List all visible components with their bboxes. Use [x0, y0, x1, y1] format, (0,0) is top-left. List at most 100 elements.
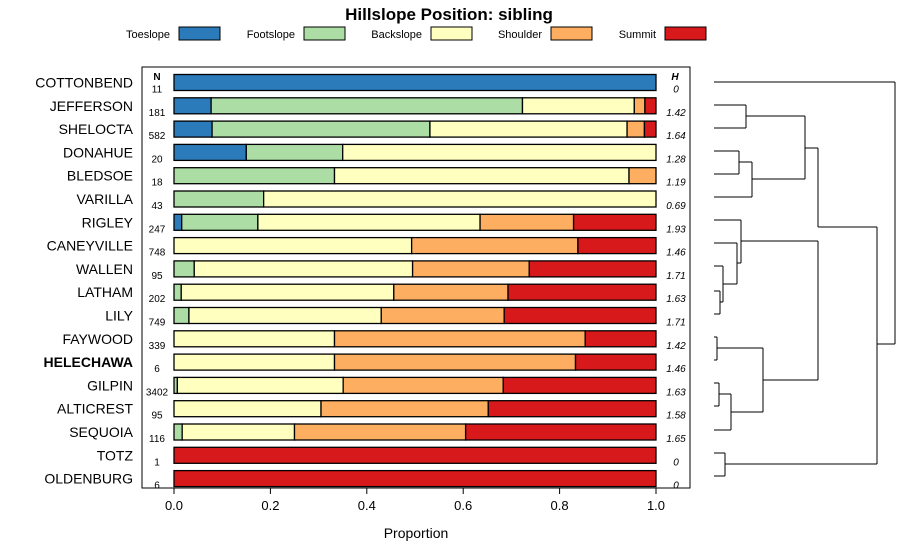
x-axis: 0.0 0.2 0.4 0.6 0.8 1.0 — [165, 488, 665, 513]
legend-label-toeslope: Toeslope — [126, 29, 170, 41]
bar-segment-jefferson-summit — [644, 97, 657, 115]
legend-swatch-footslope — [303, 26, 346, 41]
category-label-bledsoe: BLEDSOE — [67, 168, 133, 184]
bar-segment-sequoia-backslope — [181, 423, 296, 441]
bar-segment-lily-backslope — [188, 306, 382, 325]
legend: Toeslope Footslope Backslope Shoulder Summit — [126, 26, 707, 41]
bar-segment-shelocta-footslope — [211, 120, 431, 138]
category-label-oldenburg: OLDENBURG — [44, 471, 133, 487]
bar-segment-jefferson-backslope — [521, 97, 635, 115]
bar-row-rigley — [173, 213, 657, 231]
category-label-donahue: DONAHUE — [63, 144, 133, 160]
h-value-caneyville: 1.46 — [666, 248, 686, 259]
category-label-lily: LILY — [105, 308, 133, 324]
h-value-varilla: 0.69 — [666, 201, 686, 212]
bar-segment-shelocta-summit — [643, 120, 657, 138]
category-label-cottonbend: COTTONBEND — [35, 75, 133, 91]
legend-label-backslope: Backslope — [371, 29, 422, 41]
bar-segment-shelocta-shoulder — [626, 120, 646, 138]
dendrogram — [714, 81, 896, 477]
n-header: N — [153, 72, 160, 83]
bar-segment-gilpin-shoulder — [342, 376, 504, 395]
h-column: H 0 1.42 1.64 1.28 1.19 0.69 1.93 1.46 1.71 1.63 1.… — [666, 72, 686, 492]
n-value-lily: 749 — [149, 318, 166, 329]
chart-title: Hillslope Position: sibling — [345, 5, 553, 24]
category-label-wallen: WALLEN — [76, 261, 133, 277]
n-value-gilpin: 3402 — [146, 387, 169, 398]
bar-segment-varilla-backslope — [262, 190, 657, 208]
bar-segment-wallen-footslope — [173, 260, 195, 278]
bar-segment-sequoia-footslope — [173, 423, 183, 441]
n-value-donahue: 20 — [151, 154, 163, 165]
bar-segment-alticrest-backslope — [173, 400, 322, 418]
legend-swatch-backslope — [430, 26, 473, 41]
h-value-rigley: 1.93 — [666, 224, 686, 235]
bar-segment-jefferson-toeslope — [173, 97, 212, 115]
plot-frame — [141, 66, 691, 489]
h-value-jefferson: 1.42 — [666, 108, 686, 119]
h-value-shelocta: 1.64 — [666, 131, 686, 142]
n-value-latham: 202 — [149, 294, 166, 305]
bar-row-alticrest — [173, 400, 657, 418]
bar-segment-shelocta-backslope — [429, 120, 628, 138]
bar-segment-latham-footslope — [173, 283, 182, 301]
category-label-jefferson: JEFFERSON — [50, 98, 133, 114]
bar-row-faywood — [173, 330, 657, 348]
bars — [173, 73, 657, 488]
n-value-jefferson: 181 — [149, 108, 166, 119]
bar-segment-rigley-shoulder — [479, 213, 575, 231]
bar-segment-donahue-footslope — [245, 143, 344, 162]
n-value-varilla: 43 — [151, 201, 163, 212]
h-value-sequoia: 1.65 — [666, 434, 686, 445]
n-value-cottonbend: 11 — [152, 85, 163, 96]
bar-row-oldenburg — [173, 469, 657, 488]
bar-row-sequoia — [173, 423, 657, 441]
x-tick-label-2: 0.4 — [358, 498, 376, 513]
bar-segment-helechawa-shoulder — [333, 353, 577, 371]
bar-row-latham — [173, 283, 657, 301]
category-label-helechawa: HELECHAWA — [44, 354, 133, 370]
n-value-helechawa: 6 — [154, 364, 160, 375]
n-value-oldenburg: 6 — [154, 481, 160, 492]
legend-label-shoulder: Shoulder — [498, 29, 542, 41]
bar-segment-latham-backslope — [180, 283, 395, 301]
legend-swatch-shoulder — [550, 26, 593, 41]
bar-segment-alticrest-summit — [487, 400, 657, 418]
n-value-bledsoe: 18 — [151, 178, 163, 189]
bar-segment-wallen-backslope — [193, 260, 414, 278]
bar-row-shelocta — [173, 120, 657, 138]
bar-row-lily — [173, 306, 657, 325]
x-tick-label-3: 0.6 — [454, 498, 472, 513]
bar-segment-gilpin-summit — [502, 376, 657, 395]
bar-row-bledsoe — [173, 167, 657, 185]
h-value-wallen: 1.71 — [666, 271, 685, 282]
category-label-varilla: VARILLA — [76, 191, 133, 207]
n-value-faywood: 339 — [149, 341, 166, 352]
bar-segment-varilla-footslope — [173, 190, 265, 208]
category-label-alticrest: ALTICREST — [57, 401, 133, 417]
category-label-latham: LATHAM — [77, 284, 133, 300]
category-label-gilpin: GILPIN — [87, 377, 133, 393]
category-label-caneyville: CANEYVILLE — [47, 238, 133, 254]
h-value-helechawa: 1.46 — [666, 364, 686, 375]
bar-segment-faywood-summit — [584, 330, 657, 348]
category-label-totz: TOTZ — [97, 447, 134, 463]
h-value-alticrest: 1.58 — [666, 411, 686, 422]
bar-segment-sequoia-shoulder — [293, 423, 467, 441]
bar-segment-cottonbend-toeslope — [173, 73, 657, 92]
h-header: H — [671, 72, 679, 83]
bar-segment-latham-summit — [507, 283, 657, 301]
bar-segment-bledsoe-footslope — [173, 167, 336, 185]
bar-segment-latham-shoulder — [393, 283, 509, 301]
h-value-oldenburg: 0 — [673, 481, 679, 492]
bar-row-jefferson — [173, 97, 657, 115]
h-value-donahue: 1.28 — [666, 154, 686, 165]
n-value-alticrest: 95 — [151, 411, 163, 422]
h-value-lily: 1.71 — [666, 318, 685, 329]
bar-row-caneyville — [173, 236, 657, 255]
legend-swatch-summit — [664, 26, 707, 41]
bar-row-totz — [173, 446, 657, 464]
bar-segment-totz-summit — [173, 446, 657, 464]
